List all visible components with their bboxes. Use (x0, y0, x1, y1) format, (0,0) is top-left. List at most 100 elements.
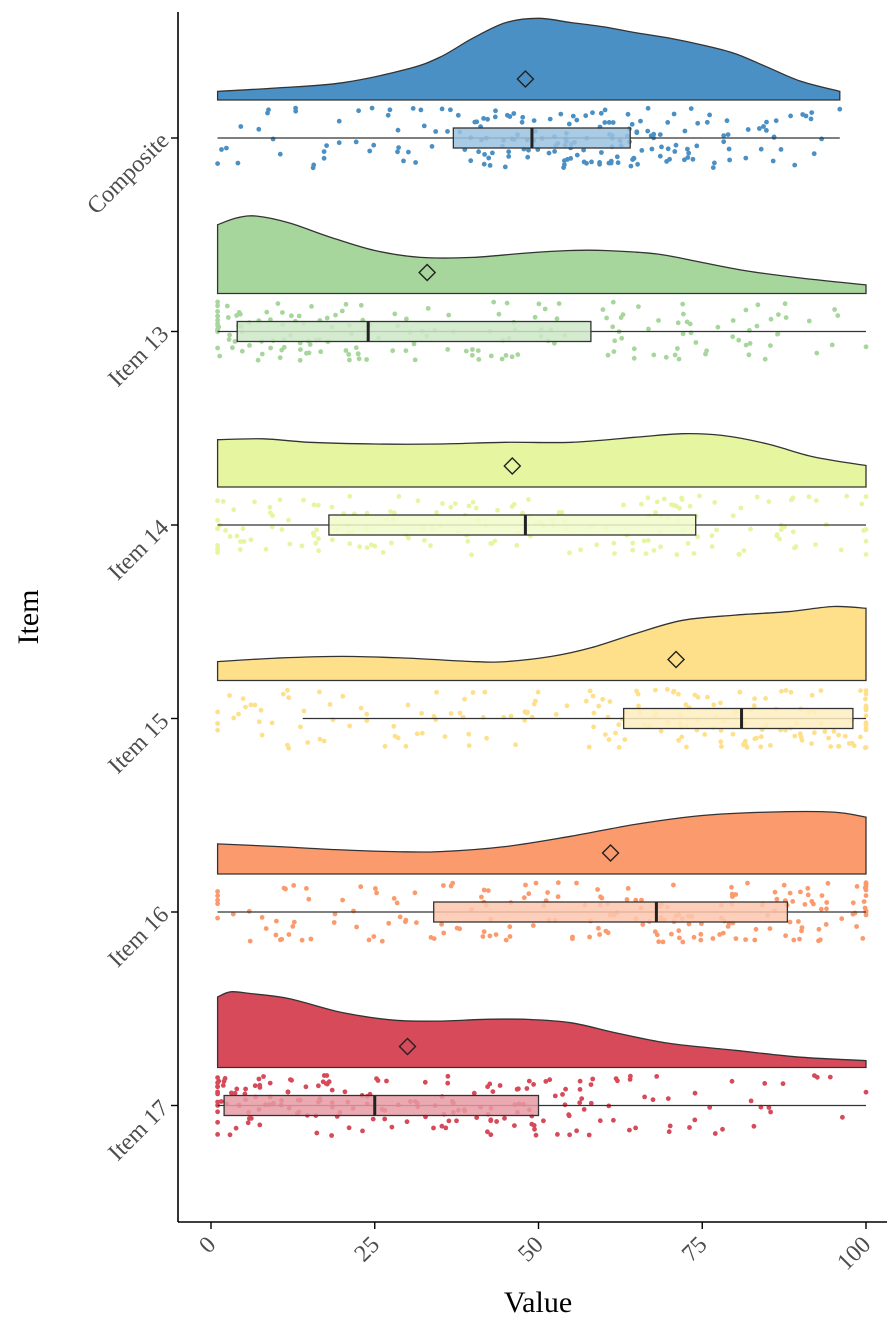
mean-marker-composite (516, 70, 535, 88)
data-point (316, 536, 321, 542)
data-point (330, 537, 335, 543)
data-point (446, 1118, 452, 1124)
data-point (636, 304, 641, 309)
data-point (764, 127, 769, 133)
data-point (863, 527, 869, 532)
data-point (622, 737, 628, 742)
data-point (704, 119, 710, 125)
data-point (816, 926, 822, 932)
data-point (487, 163, 493, 168)
x-tick-label: 25 (350, 1232, 385, 1267)
data-point (721, 133, 727, 139)
data-point (703, 351, 708, 357)
data-point (512, 1123, 517, 1128)
data-point (256, 126, 262, 132)
data-point (823, 922, 829, 927)
x-tick-label: 75 (677, 1232, 712, 1267)
data-point (671, 882, 676, 888)
data-point (809, 110, 815, 115)
data-point (690, 156, 696, 162)
data-point (485, 888, 491, 893)
data-point (565, 157, 570, 162)
data-point (800, 112, 806, 117)
data-point (497, 1083, 503, 1088)
data-point (215, 299, 221, 305)
data-point (523, 882, 528, 888)
data-point (628, 1073, 633, 1079)
data-point (356, 356, 362, 362)
data-point (373, 886, 378, 891)
data-point (403, 743, 409, 749)
data-point (695, 534, 701, 540)
data-point (645, 538, 651, 543)
data-point (712, 1131, 718, 1136)
data-point (215, 709, 221, 715)
data-point (452, 501, 458, 506)
data-point (457, 710, 463, 716)
data-point (227, 332, 233, 338)
x-tick-label: 50 (513, 1232, 548, 1267)
data-point (454, 1118, 459, 1124)
data-point (261, 1074, 266, 1079)
data-point (581, 1107, 587, 1112)
data-point (281, 885, 287, 891)
data-point (766, 1105, 772, 1110)
data-point (419, 730, 425, 736)
data-point (720, 1126, 725, 1132)
data-point (743, 155, 749, 161)
data-point (342, 1089, 348, 1095)
data-point (863, 707, 869, 713)
data-point (493, 932, 499, 937)
data-point (743, 307, 749, 313)
mean-marker-item-16 (601, 844, 620, 862)
data-point (764, 119, 769, 125)
data-point (743, 937, 748, 942)
data-point (357, 544, 362, 550)
data-point (766, 499, 772, 504)
data-point (421, 123, 427, 129)
data-point (645, 128, 651, 134)
data-point (665, 1096, 671, 1101)
data-point (273, 932, 279, 938)
data-point (520, 510, 525, 516)
data-point (412, 890, 418, 896)
data-point (606, 737, 612, 742)
data-point (863, 893, 869, 898)
data-point (291, 919, 297, 925)
data-point (802, 902, 808, 907)
data-point (586, 1132, 592, 1138)
data-point (563, 1086, 568, 1092)
data-point (287, 541, 293, 547)
data-point (692, 1090, 698, 1096)
data-point (346, 1125, 352, 1131)
data-point (484, 735, 489, 741)
data-point (463, 348, 469, 354)
data-point (485, 116, 490, 122)
data-point (645, 495, 651, 501)
data-point (238, 124, 244, 129)
data-point (524, 1086, 530, 1091)
data-point (315, 502, 321, 508)
data-point (215, 161, 221, 167)
data-point (577, 1100, 583, 1106)
data-point (748, 1098, 754, 1104)
data-point (616, 744, 622, 750)
data-point (671, 502, 677, 508)
data-point (583, 698, 589, 704)
data-point (530, 923, 536, 928)
data-point (651, 548, 657, 553)
data-point (386, 920, 392, 926)
data-point (566, 1113, 572, 1119)
data-point (519, 119, 525, 125)
data-point (502, 164, 508, 170)
data-point (643, 551, 649, 557)
data-point (504, 300, 510, 306)
data-point (317, 736, 323, 742)
data-point (215, 1084, 221, 1090)
raincloud-item-13 (215, 215, 869, 363)
data-point (403, 348, 409, 354)
data-point (698, 937, 704, 943)
data-point (613, 730, 618, 736)
data-point (469, 552, 474, 558)
data-point (768, 316, 774, 322)
